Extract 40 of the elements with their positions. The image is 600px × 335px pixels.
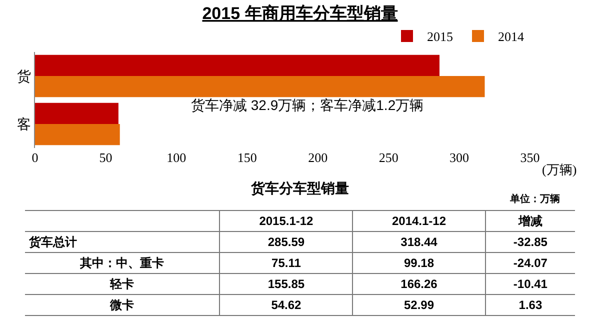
text: 166.26 [400, 277, 438, 291]
x-tick-label: 100 [166, 150, 186, 165]
text: -24.07 [513, 256, 548, 270]
x-tick-label: 350 [520, 150, 540, 165]
text: 52.99 [404, 298, 434, 312]
legend-label: 2014 [498, 29, 524, 44]
text: 285.59 [268, 235, 305, 249]
y-tick-label: 客 [17, 116, 32, 133]
category-label: 2014.1-12 [352, 210, 486, 232]
x-tick-label: 0 [32, 150, 38, 165]
y-tick-label: 货 [17, 68, 32, 85]
bar [35, 76, 485, 98]
text: 1.63 [518, 298, 542, 312]
text: -32.85 [513, 235, 548, 249]
text: 318.44 [400, 235, 438, 249]
text: 54.62 [271, 298, 302, 312]
category-label: 微卡 [110, 298, 134, 312]
category-label: 其中：中、重卡 [80, 256, 164, 270]
text: -10.41 [513, 277, 548, 291]
bar [35, 102, 118, 124]
x-axis-title: (万辆) [542, 162, 577, 177]
category-label: 轻卡 [110, 276, 134, 290]
x-tick-label: 50 [99, 150, 112, 165]
chart-title: 2015 年商用车分车型销量 [202, 4, 398, 24]
x-tick-label: 300 [450, 150, 470, 165]
bar [35, 54, 440, 76]
category-label: 2015.1-12 [220, 210, 353, 232]
category-label: 增减 [485, 210, 575, 232]
category-label: 货车总计 [29, 234, 77, 248]
bar [35, 124, 120, 146]
text: 155.85 [268, 277, 305, 291]
text: 99.18 [404, 256, 434, 270]
text: 75.11 [272, 256, 301, 270]
x-tick-label: 150 [237, 150, 257, 165]
text: 单位：万辆 [510, 192, 560, 206]
x-tick-label: 200 [308, 150, 328, 165]
text: 货车分车型销量 [251, 180, 349, 196]
legend-label: 2015 [427, 29, 453, 44]
x-tick-label: 250 [378, 150, 398, 165]
annotation: 货车净减 32.9万辆；客车净减1.2万辆 [191, 97, 424, 113]
